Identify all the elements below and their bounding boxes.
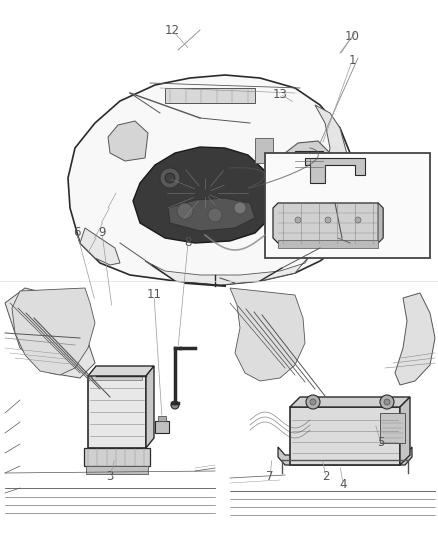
Text: 12: 12 [165, 23, 180, 36]
Circle shape [310, 399, 316, 405]
FancyBboxPatch shape [380, 413, 405, 443]
Circle shape [160, 168, 180, 188]
Circle shape [325, 217, 331, 223]
Text: 11: 11 [146, 288, 162, 302]
Polygon shape [145, 255, 310, 285]
Polygon shape [378, 203, 383, 243]
Polygon shape [80, 228, 120, 265]
Text: 4: 4 [339, 478, 347, 490]
Circle shape [208, 208, 222, 222]
Circle shape [355, 217, 361, 223]
Polygon shape [290, 397, 410, 407]
FancyBboxPatch shape [155, 421, 169, 433]
Polygon shape [400, 397, 410, 465]
Polygon shape [278, 447, 412, 465]
Polygon shape [315, 105, 352, 225]
Circle shape [380, 395, 394, 409]
FancyBboxPatch shape [158, 416, 166, 421]
Polygon shape [146, 366, 154, 448]
Polygon shape [395, 293, 435, 385]
Polygon shape [5, 288, 95, 378]
Polygon shape [230, 288, 305, 381]
Polygon shape [273, 203, 383, 243]
FancyBboxPatch shape [295, 151, 323, 173]
Text: 3: 3 [106, 471, 114, 483]
FancyBboxPatch shape [165, 88, 255, 103]
Polygon shape [88, 366, 154, 376]
FancyBboxPatch shape [255, 138, 273, 163]
Polygon shape [305, 158, 365, 183]
FancyBboxPatch shape [290, 407, 400, 465]
Text: 5: 5 [377, 437, 385, 449]
Text: 9: 9 [98, 227, 106, 239]
Text: 13: 13 [272, 87, 287, 101]
Polygon shape [168, 198, 255, 231]
FancyBboxPatch shape [92, 376, 142, 380]
FancyBboxPatch shape [265, 153, 430, 258]
Text: 10: 10 [345, 29, 360, 43]
Polygon shape [284, 141, 330, 185]
Polygon shape [68, 75, 358, 285]
Polygon shape [12, 288, 95, 375]
Circle shape [165, 173, 175, 183]
Text: 7: 7 [266, 471, 274, 483]
Polygon shape [108, 121, 148, 161]
Circle shape [336, 237, 344, 245]
Text: 8: 8 [184, 237, 192, 249]
Circle shape [234, 202, 246, 214]
FancyBboxPatch shape [88, 376, 146, 448]
Circle shape [306, 395, 320, 409]
Text: 6: 6 [73, 227, 81, 239]
FancyBboxPatch shape [84, 448, 150, 466]
Circle shape [177, 203, 193, 219]
Circle shape [384, 399, 390, 405]
Text: 1: 1 [348, 54, 356, 68]
Polygon shape [133, 147, 272, 243]
Circle shape [171, 401, 179, 409]
Text: 2: 2 [322, 471, 330, 483]
Circle shape [295, 217, 301, 223]
FancyBboxPatch shape [278, 240, 378, 248]
FancyBboxPatch shape [86, 466, 148, 474]
